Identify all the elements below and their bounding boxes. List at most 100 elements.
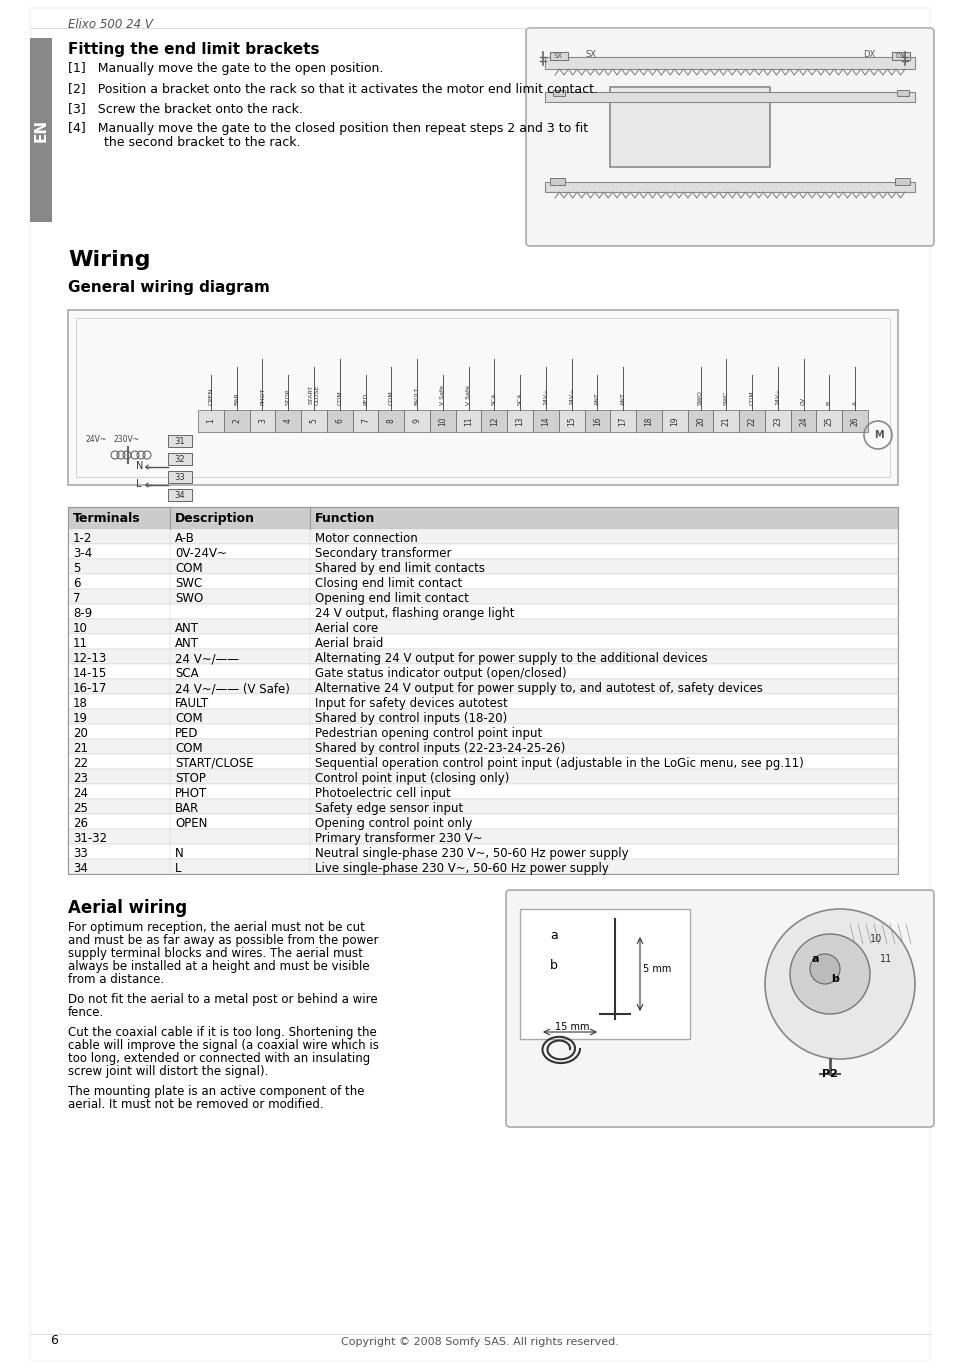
Bar <box>68 309 898 485</box>
Bar <box>68 709 898 724</box>
Text: 4: 4 <box>284 419 293 423</box>
Text: Safety edge sensor input: Safety edge sensor input <box>315 802 464 815</box>
Bar <box>250 409 276 433</box>
Bar <box>224 409 250 433</box>
Text: 7: 7 <box>73 591 81 605</box>
Text: 14-15: 14-15 <box>73 667 108 680</box>
Text: Sequential operation control point input (adjustable in the LoGic menu, see pg.1: Sequential operation control point input… <box>315 757 804 769</box>
Text: 11: 11 <box>880 954 892 964</box>
Text: Opening end limit contact: Opening end limit contact <box>315 591 468 605</box>
Text: FAULT: FAULT <box>415 387 420 405</box>
Text: Cut the coaxial cable if it is too long. Shortening the: Cut the coaxial cable if it is too long.… <box>68 1025 376 1039</box>
Bar <box>816 409 842 433</box>
Text: PHOT: PHOT <box>175 787 207 799</box>
Text: Do not fit the aerial to a metal post or behind a wire: Do not fit the aerial to a metal post or… <box>68 993 377 1006</box>
Text: 31: 31 <box>175 437 185 445</box>
Text: COM: COM <box>175 742 203 754</box>
Bar <box>68 528 898 543</box>
Bar <box>378 409 404 433</box>
Text: cable will improve the signal (a coaxial wire which is: cable will improve the signal (a coaxial… <box>68 1039 379 1051</box>
Text: 11: 11 <box>73 637 88 650</box>
Text: P2: P2 <box>822 1069 838 1079</box>
Text: SWC: SWC <box>724 390 729 405</box>
Text: 19: 19 <box>73 712 88 726</box>
Text: 24 V output, flashing orange light: 24 V output, flashing orange light <box>315 606 515 620</box>
Text: Secondary transformer: Secondary transformer <box>315 548 451 560</box>
Text: 16: 16 <box>593 416 602 426</box>
Text: from a distance.: from a distance. <box>68 973 164 986</box>
Text: Input for safety devices autotest: Input for safety devices autotest <box>315 697 508 711</box>
Text: 230V~: 230V~ <box>113 435 139 444</box>
Text: 3-4: 3-4 <box>73 548 92 560</box>
Text: 3: 3 <box>258 419 267 423</box>
Bar <box>68 784 898 799</box>
Text: ANT: ANT <box>595 392 600 405</box>
Text: SX: SX <box>585 51 596 59</box>
Text: SWO: SWO <box>175 591 204 605</box>
Circle shape <box>790 934 870 1014</box>
Text: 24V~: 24V~ <box>86 435 108 444</box>
Bar <box>68 799 898 815</box>
Text: 1: 1 <box>206 419 215 423</box>
Text: 1-2: 1-2 <box>73 533 92 545</box>
Bar <box>68 507 898 528</box>
Text: 12: 12 <box>490 416 499 426</box>
Text: PED: PED <box>363 393 368 405</box>
Text: 24V~: 24V~ <box>543 387 548 405</box>
Text: V Safe: V Safe <box>466 385 471 405</box>
Text: 6: 6 <box>50 1333 58 1347</box>
Text: SX: SX <box>553 53 563 59</box>
Text: 32: 32 <box>175 455 185 464</box>
Text: 7: 7 <box>361 419 370 423</box>
Text: 18: 18 <box>644 416 654 426</box>
Text: 6: 6 <box>335 419 345 423</box>
Text: [4]   Manually move the gate to the closed position then repeat steps 2 and 3 to: [4] Manually move the gate to the closed… <box>68 122 588 136</box>
Bar <box>553 90 565 96</box>
Text: ANT: ANT <box>175 637 199 650</box>
Text: 5 mm: 5 mm <box>643 965 671 975</box>
Bar <box>68 830 898 845</box>
Bar <box>301 409 326 433</box>
Bar <box>687 409 713 433</box>
Text: Shared by control inputs (18-20): Shared by control inputs (18-20) <box>315 712 507 726</box>
Text: 26: 26 <box>851 416 859 426</box>
Bar <box>68 769 898 784</box>
Text: SCA: SCA <box>175 667 199 680</box>
Bar <box>713 409 739 433</box>
Text: Pedestrian opening control point input: Pedestrian opening control point input <box>315 727 542 741</box>
Bar <box>533 409 559 433</box>
Bar <box>168 489 192 501</box>
Text: ANT: ANT <box>621 392 626 405</box>
Bar <box>68 815 898 830</box>
Text: Primary transformer 230 V~: Primary transformer 230 V~ <box>315 832 483 845</box>
Text: Alternating 24 V output for power supply to the additional devices: Alternating 24 V output for power supply… <box>315 652 708 665</box>
Text: 10: 10 <box>870 934 882 945</box>
Text: Opening control point only: Opening control point only <box>315 817 472 830</box>
Bar <box>68 724 898 739</box>
Text: 5: 5 <box>309 419 319 423</box>
Text: 26: 26 <box>73 817 88 830</box>
Text: 17: 17 <box>618 416 628 426</box>
Text: 15 mm: 15 mm <box>555 1023 589 1032</box>
Bar <box>897 90 909 96</box>
Text: 23: 23 <box>774 416 782 426</box>
Text: 20: 20 <box>73 727 88 741</box>
Text: Aerial braid: Aerial braid <box>315 637 383 650</box>
Bar <box>430 409 456 433</box>
Bar <box>168 453 192 465</box>
Text: ANT: ANT <box>175 622 199 635</box>
Text: Gate status indicator output (open/closed): Gate status indicator output (open/close… <box>315 667 566 680</box>
Text: Motor connection: Motor connection <box>315 533 418 545</box>
Text: fence.: fence. <box>68 1006 105 1019</box>
Text: 5: 5 <box>73 563 81 575</box>
Text: COM: COM <box>750 390 755 405</box>
Bar <box>68 634 898 649</box>
Text: Aerial wiring: Aerial wiring <box>68 899 187 917</box>
Text: 25: 25 <box>825 416 834 426</box>
Text: SCA: SCA <box>492 393 497 405</box>
Text: Fitting the end limit brackets: Fitting the end limit brackets <box>68 42 320 57</box>
Bar <box>68 589 898 604</box>
Bar <box>842 409 868 433</box>
Bar <box>68 739 898 754</box>
Text: SCA: SCA <box>517 393 522 405</box>
